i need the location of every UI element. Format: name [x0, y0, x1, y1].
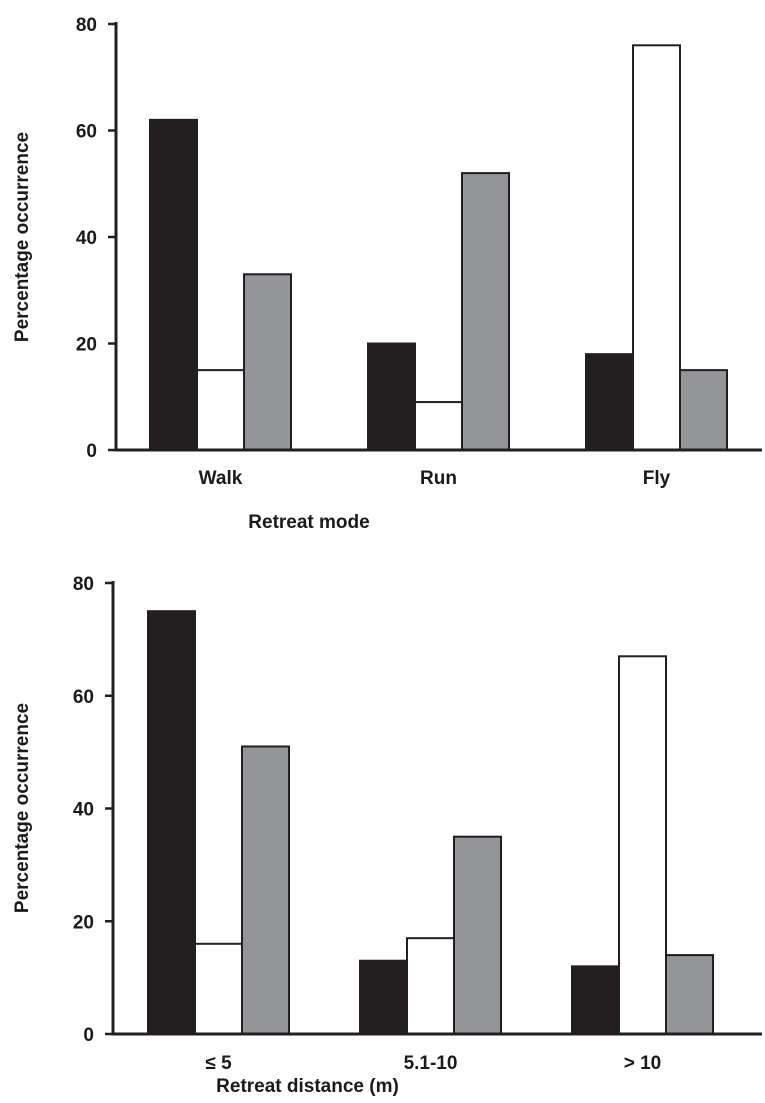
y-axis-label: Percentage occurrence [12, 703, 33, 913]
x-axis-label: Retreat distance (m) [216, 1076, 399, 1097]
y-tick-label: 60 [76, 122, 97, 143]
chart-retreat-distance: ≤ 5 5.1-10 > 10 0 20 40 60 80 Retreat distance (… [12, 574, 762, 1097]
bar [414, 401, 463, 452]
x-tick-label: Fly [643, 468, 671, 489]
bar [665, 954, 714, 1036]
y-tick-label: 40 [76, 228, 97, 249]
bar [406, 937, 455, 1035]
bar [359, 959, 408, 1036]
x-axis-label: Retreat mode [248, 512, 369, 533]
x-tick-label: 5.1-10 [404, 1053, 458, 1074]
y-tick-label: 80 [76, 15, 97, 36]
y-tick-label: 20 [73, 912, 94, 933]
bar [679, 369, 728, 451]
y-tick-label: 0 [86, 441, 97, 462]
bar [194, 942, 243, 1035]
y-tick-label: 20 [76, 335, 97, 356]
bar [618, 655, 667, 1035]
x-tick-label: Walk [199, 468, 243, 489]
bar [147, 610, 196, 1035]
y-tick-label: 40 [73, 800, 94, 821]
bar [367, 342, 416, 451]
x-tick-label: Run [420, 468, 457, 489]
y-tick-label: 60 [73, 687, 94, 708]
bar [453, 835, 502, 1035]
bar [585, 353, 634, 451]
bar [632, 44, 681, 452]
x-tick-label: > 10 [624, 1053, 662, 1074]
x-tick-label: ≤ 5 [205, 1053, 232, 1074]
bar [149, 118, 198, 451]
bar [196, 369, 245, 451]
chart-retreat-mode: Walk Run Fly 0 20 40 60 80 Retreat mode Percentag… [12, 15, 762, 533]
y-tick-label: 0 [83, 1025, 94, 1046]
y-tick-label: 80 [73, 574, 94, 595]
bar [243, 273, 292, 451]
y-axis-label: Percentage occurrence [12, 132, 33, 342]
bar [461, 172, 510, 451]
bar [241, 745, 290, 1035]
bar [571, 965, 620, 1035]
